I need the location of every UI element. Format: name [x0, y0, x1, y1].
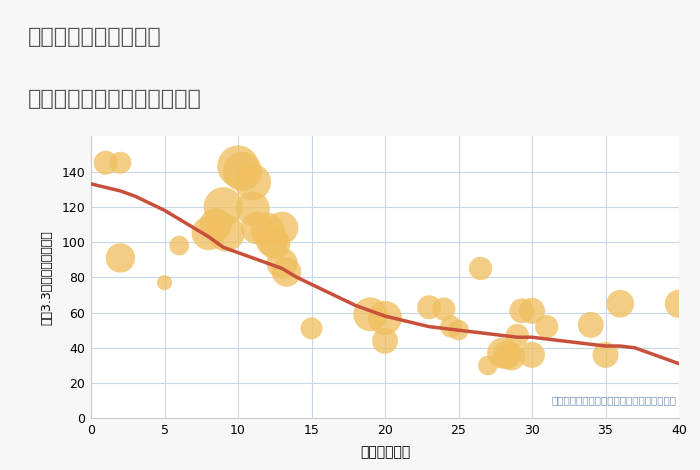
Point: [220, 229, 232, 237]
Point: [506, 353, 517, 360]
Point: [269, 240, 280, 248]
Point: [100, 159, 111, 166]
Point: [237, 168, 248, 175]
Point: [446, 323, 457, 330]
Point: [276, 259, 288, 267]
Point: [497, 349, 508, 357]
Point: [379, 337, 391, 345]
Point: [365, 311, 376, 318]
Point: [379, 314, 391, 321]
Point: [526, 351, 538, 359]
Point: [159, 279, 170, 286]
Point: [281, 268, 292, 276]
Point: [266, 236, 277, 244]
Point: [516, 307, 527, 314]
Point: [501, 351, 512, 359]
Point: [512, 332, 523, 339]
Point: [306, 325, 317, 332]
Point: [615, 300, 626, 307]
Y-axis label: 坪（3.3㎡）単価（万円）: 坪（3.3㎡）単価（万円）: [40, 230, 53, 325]
Point: [218, 203, 229, 211]
Point: [600, 351, 611, 359]
Point: [262, 226, 273, 234]
Text: 円の大きさは、取引のあった物件面積を示す: 円の大きさは、取引のあった物件面積を示す: [551, 396, 676, 406]
Point: [247, 178, 258, 186]
Point: [585, 321, 596, 329]
Point: [438, 306, 449, 313]
Point: [247, 205, 258, 212]
Point: [453, 326, 464, 334]
Point: [115, 159, 126, 166]
Point: [526, 307, 538, 314]
Text: 築年数別中古マンション価格: 築年数別中古マンション価格: [28, 88, 202, 109]
X-axis label: 築年数（年）: 築年数（年）: [360, 445, 410, 459]
Point: [475, 265, 486, 272]
Point: [541, 323, 552, 330]
Point: [673, 300, 685, 307]
Point: [424, 304, 435, 311]
Point: [115, 254, 126, 262]
Point: [174, 242, 185, 249]
Point: [276, 224, 288, 232]
Text: 奈良県奈良市赤膚町の: 奈良県奈良市赤膚町の: [28, 27, 162, 47]
Point: [251, 224, 262, 232]
Point: [203, 229, 214, 237]
Point: [210, 220, 221, 228]
Point: [232, 163, 244, 170]
Point: [482, 362, 493, 369]
